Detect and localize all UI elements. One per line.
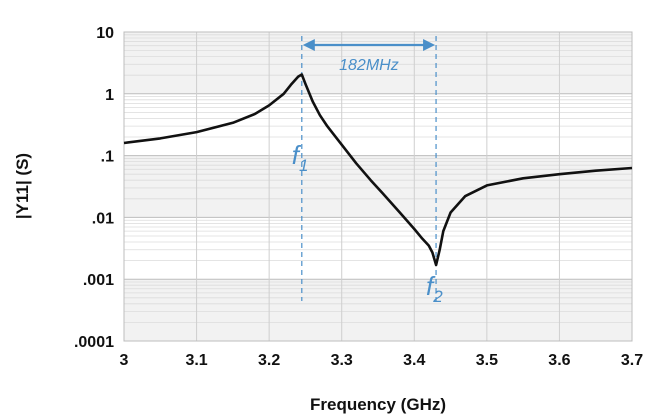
y-axis-title: |Y11| (S) — [13, 153, 32, 219]
y-tick-label: .001 — [83, 272, 114, 289]
x-tick-label: 3.2 — [258, 352, 280, 369]
x-tick-label: 3.5 — [476, 352, 498, 369]
y-tick-labels: .0001 .001 .01 .1 1 10 — [74, 25, 114, 351]
grid-band — [124, 32, 632, 94]
x-tick-label: 3 — [120, 352, 129, 369]
x-tick-label: 3.7 — [621, 352, 643, 369]
annotation: 182MHz — [302, 39, 436, 74]
annotation-label: 182MHz — [339, 57, 399, 74]
y-tick-label: 1 — [105, 87, 114, 104]
grid — [123, 31, 633, 342]
marker-label-subscript: 1 — [299, 156, 308, 175]
x-tick-label: 3.4 — [403, 352, 425, 369]
y-tick-label: 10 — [96, 25, 114, 42]
x-tick-labels: 3 3.1 3.2 3.3 3.4 3.5 3.6 3.7 — [120, 352, 644, 369]
x-axis-title: Frequency (GHz) — [310, 395, 446, 414]
annotation-arrow-head-left — [302, 39, 315, 51]
series-group — [123, 73, 633, 267]
x-tick-label: 3.6 — [548, 352, 570, 369]
grid-band — [124, 279, 632, 341]
y-tick-label: .1 — [101, 149, 114, 166]
x-tick-label: 3.3 — [331, 352, 353, 369]
marker-label-subscript: 2 — [432, 287, 443, 306]
plot-border — [123, 31, 633, 342]
marker-lines — [301, 36, 437, 301]
x-tick-label: 3.1 — [185, 352, 207, 369]
series-line — [123, 73, 633, 267]
annotation-arrow-head-right — [423, 39, 436, 51]
y-tick-label: .01 — [92, 210, 114, 227]
y-tick-label: .0001 — [74, 334, 114, 351]
